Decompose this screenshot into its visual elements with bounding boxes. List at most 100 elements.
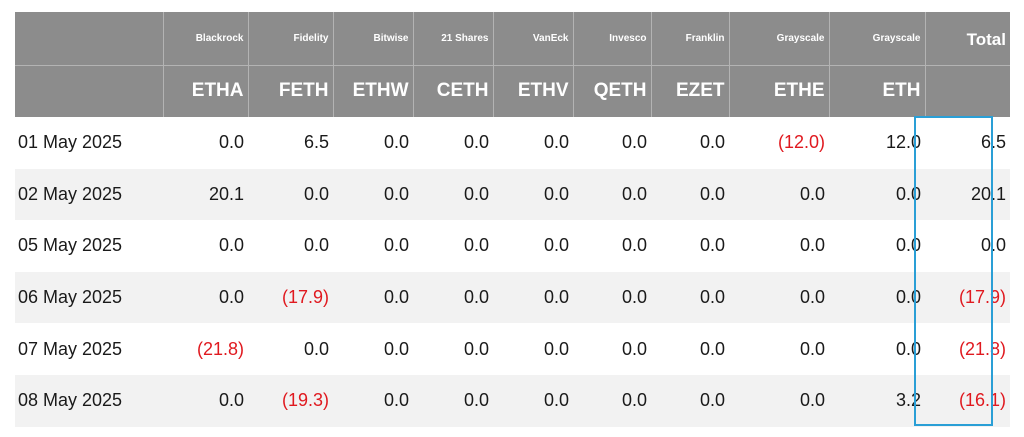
issuer-vaneck: VanEck xyxy=(493,12,574,65)
row-date: 02 May 2025 xyxy=(15,168,163,221)
cell-value: 0.0 xyxy=(493,374,573,427)
cell-value: 0.0 xyxy=(729,220,829,272)
cell-value: 0.0 xyxy=(829,168,925,221)
cell-value: 0.0 xyxy=(333,220,413,272)
ticker-qeth: QETH xyxy=(573,64,652,117)
issuer-header-row: Blackrock Fidelity Bitwise 21 Shares Van… xyxy=(15,12,1010,65)
cell-value: 0.0 xyxy=(573,271,651,324)
cell-value: 6.5 xyxy=(248,117,333,169)
row-date: 05 May 2025 xyxy=(15,220,163,272)
ticker-header-row: ETHA FETH ETHW CETH ETHV QETH EZET ETHE … xyxy=(15,64,1010,117)
cell-value: 0.0 xyxy=(333,271,413,324)
table-row: 07 May 2025 (21.8) 0.0 0.0 0.0 0.0 0.0 0… xyxy=(15,323,1010,375)
cell-value: 0.0 xyxy=(651,168,729,221)
cell-value: 20.1 xyxy=(163,168,248,221)
cell-value: 0.0 xyxy=(163,220,248,272)
issuer-21-shares: 21 Shares xyxy=(413,12,494,65)
cell-value: 0.0 xyxy=(248,168,333,221)
cell-value: 0.0 xyxy=(829,323,925,375)
cell-value: 0.0 xyxy=(573,117,651,169)
ticker-ceth: CETH xyxy=(413,64,494,117)
cell-value: (12.0) xyxy=(729,117,829,169)
ticker-ethe: ETHE xyxy=(729,64,830,117)
cell-value: 0.0 xyxy=(493,168,573,221)
cell-value: 0.0 xyxy=(333,374,413,427)
cell-value: 0.0 xyxy=(163,271,248,324)
cell-value: 0.0 xyxy=(651,220,729,272)
cell-value: 0.0 xyxy=(493,117,573,169)
cell-value: (19.3) xyxy=(248,374,333,427)
cell-value: 0.0 xyxy=(829,271,925,324)
cell-value: 0.0 xyxy=(573,323,651,375)
cell-value: 0.0 xyxy=(729,168,829,221)
cell-value: 0.0 xyxy=(413,323,493,375)
cell-total: 20.1 xyxy=(925,168,1010,221)
issuer-fidelity: Fidelity xyxy=(248,12,334,65)
cell-value: 0.0 xyxy=(729,271,829,324)
cell-value: 12.0 xyxy=(829,117,925,169)
cell-value: 0.0 xyxy=(493,220,573,272)
row-date: 06 May 2025 xyxy=(15,271,163,324)
cell-value: 0.0 xyxy=(248,323,333,375)
cell-value: 0.0 xyxy=(573,220,651,272)
cell-value: 0.0 xyxy=(573,374,651,427)
table-row: 01 May 2025 0.0 6.5 0.0 0.0 0.0 0.0 0.0 … xyxy=(15,117,1010,169)
cell-value: 0.0 xyxy=(163,117,248,169)
cell-value: (21.8) xyxy=(163,323,248,375)
cell-value: 0.0 xyxy=(248,220,333,272)
ticker-ethv: ETHV xyxy=(493,64,574,117)
cell-total: (21.8) xyxy=(925,323,1010,375)
table-header: Blackrock Fidelity Bitwise 21 Shares Van… xyxy=(15,12,1010,117)
ticker-ezet: EZET xyxy=(651,64,730,117)
etf-flow-table: Blackrock Fidelity Bitwise 21 Shares Van… xyxy=(15,12,1010,427)
cell-value: 0.0 xyxy=(413,117,493,169)
row-date: 01 May 2025 xyxy=(15,117,163,169)
cell-total: 6.5 xyxy=(925,117,1010,169)
cell-value: 0.0 xyxy=(651,374,729,427)
cell-value: 0.0 xyxy=(333,323,413,375)
issuer-invesco: Invesco xyxy=(573,12,652,65)
cell-value: 0.0 xyxy=(651,117,729,169)
table-row: 02 May 2025 20.1 0.0 0.0 0.0 0.0 0.0 0.0… xyxy=(15,168,1010,221)
table-row: 06 May 2025 0.0 (17.9) 0.0 0.0 0.0 0.0 0… xyxy=(15,271,1010,324)
issuer-bitwise: Bitwise xyxy=(333,12,414,65)
ticker-feth: FETH xyxy=(248,64,334,117)
cell-total: 0.0 xyxy=(925,220,1010,272)
cell-value: 0.0 xyxy=(493,323,573,375)
cell-total: (17.9) xyxy=(925,271,1010,324)
cell-value: 0.0 xyxy=(729,323,829,375)
issuer-franklin: Franklin xyxy=(651,12,730,65)
ticker-etha: ETHA xyxy=(163,64,249,117)
table-row: 08 May 2025 0.0 (19.3) 0.0 0.0 0.0 0.0 0… xyxy=(15,374,1010,427)
header-cell-blank xyxy=(15,64,164,117)
ticker-ethw: ETHW xyxy=(333,64,414,117)
table-row: 05 May 2025 0.0 0.0 0.0 0.0 0.0 0.0 0.0 … xyxy=(15,220,1010,272)
total-header: Total xyxy=(925,12,1010,65)
cell-value: 0.0 xyxy=(413,374,493,427)
cell-value: 3.2 xyxy=(829,374,925,427)
ticker-eth: ETH xyxy=(829,64,926,117)
cell-value: (17.9) xyxy=(248,271,333,324)
header-cell-blank xyxy=(15,12,164,65)
cell-value: 0.0 xyxy=(333,168,413,221)
issuer-blackrock: Blackrock xyxy=(163,12,249,65)
row-date: 08 May 2025 xyxy=(15,374,163,427)
cell-value: 0.0 xyxy=(333,117,413,169)
cell-total: (16.1) xyxy=(925,374,1010,427)
cell-value: 0.0 xyxy=(413,271,493,324)
cell-value: 0.0 xyxy=(729,374,829,427)
etf-flow-table-container: Blackrock Fidelity Bitwise 21 Shares Van… xyxy=(15,12,1010,427)
cell-value: 0.0 xyxy=(829,220,925,272)
issuer-grayscale-ethe: Grayscale xyxy=(729,12,830,65)
cell-value: 0.0 xyxy=(413,168,493,221)
cell-value: 0.0 xyxy=(163,374,248,427)
cell-value: 0.0 xyxy=(651,271,729,324)
cell-value: 0.0 xyxy=(493,271,573,324)
cell-value: 0.0 xyxy=(413,220,493,272)
cell-value: 0.0 xyxy=(651,323,729,375)
cell-value: 0.0 xyxy=(573,168,651,221)
table-body: 01 May 2025 0.0 6.5 0.0 0.0 0.0 0.0 0.0 … xyxy=(15,117,1010,427)
row-date: 07 May 2025 xyxy=(15,323,163,375)
issuer-grayscale-eth: Grayscale xyxy=(829,12,926,65)
total-ticker-blank xyxy=(925,64,1010,117)
